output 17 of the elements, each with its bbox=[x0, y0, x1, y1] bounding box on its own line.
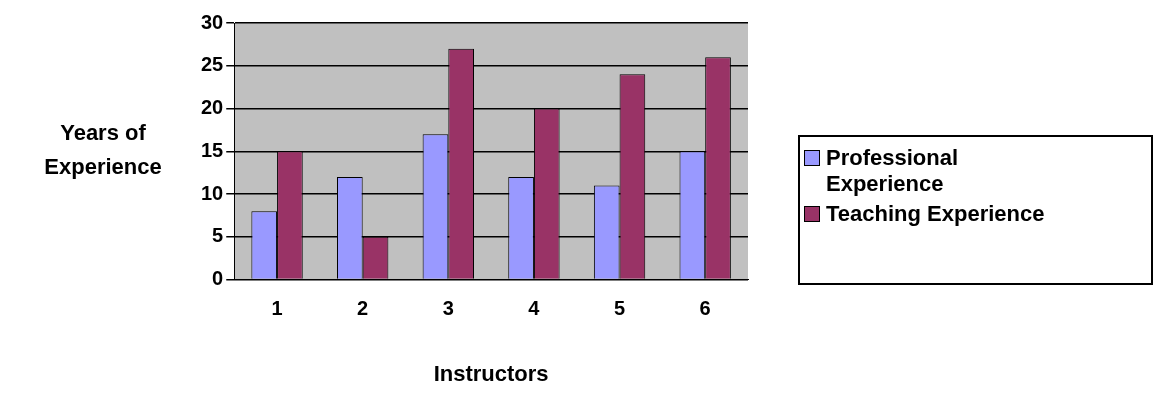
legend-label: Professional Experience bbox=[826, 145, 960, 197]
y-tick-label: 20 bbox=[201, 96, 224, 119]
y-tick-label: 30 bbox=[201, 10, 224, 33]
x-tick-label: 6 bbox=[699, 297, 711, 320]
x-tick-label: 1 bbox=[271, 297, 283, 320]
y-axis-title: Years of Experience bbox=[43, 119, 163, 181]
x-tick-label: 2 bbox=[357, 297, 369, 320]
y-tick-label: 0 bbox=[212, 267, 224, 290]
x-axis-title: Instructors bbox=[433, 360, 549, 386]
x-tick-label: 3 bbox=[442, 297, 454, 320]
x-tick-label: 4 bbox=[528, 297, 541, 320]
y-tick-label: 5 bbox=[212, 224, 224, 247]
y-tick-label: 10 bbox=[201, 181, 224, 204]
legend-label: Teaching Experience bbox=[826, 201, 1046, 227]
x-tick-label: 5 bbox=[614, 297, 626, 320]
y-tick-label: 15 bbox=[201, 138, 224, 161]
y-tick-label: 25 bbox=[201, 53, 224, 76]
